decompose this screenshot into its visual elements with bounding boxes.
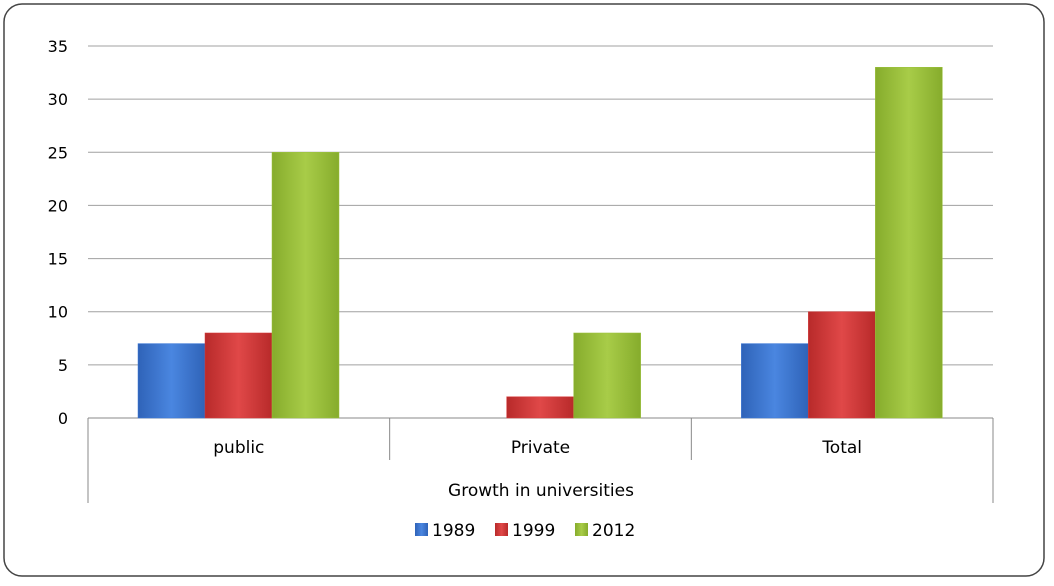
y-tick-label: 10 xyxy=(48,303,68,322)
legend-label: 1989 xyxy=(432,521,475,541)
legend-swatch xyxy=(415,523,428,536)
legend: 1989 1999 2012 xyxy=(415,521,635,541)
legend-label: 2012 xyxy=(592,521,635,541)
y-tick-label: 25 xyxy=(48,143,68,162)
y-tick-label: 15 xyxy=(48,250,68,269)
y-tick-label: 30 xyxy=(48,90,68,109)
y-tick-label: 5 xyxy=(58,356,68,375)
bar-1989-public xyxy=(137,343,206,419)
bar-2012-Private xyxy=(573,332,641,419)
legend-swatch xyxy=(495,523,508,536)
bar-1989-Total xyxy=(741,343,809,419)
x-axis-label: Growth in universities xyxy=(448,481,634,501)
chart-border xyxy=(3,3,1045,577)
legend-label: 1999 xyxy=(512,521,555,541)
bar-1999-Total xyxy=(808,311,876,419)
y-tick-label: 0 xyxy=(58,409,68,428)
bar-2012-Total xyxy=(875,67,943,419)
y-tick-label: 20 xyxy=(48,196,68,215)
bar-1999-public xyxy=(204,332,273,419)
y-tick-label: 35 xyxy=(48,37,68,56)
bar-1999-Private xyxy=(506,396,574,419)
x-tick-label: Total xyxy=(821,438,862,458)
bar-2012-public xyxy=(271,152,340,419)
x-tick-label: public xyxy=(213,438,264,458)
x-tick-label: Private xyxy=(511,438,570,458)
legend-swatch xyxy=(575,523,588,536)
